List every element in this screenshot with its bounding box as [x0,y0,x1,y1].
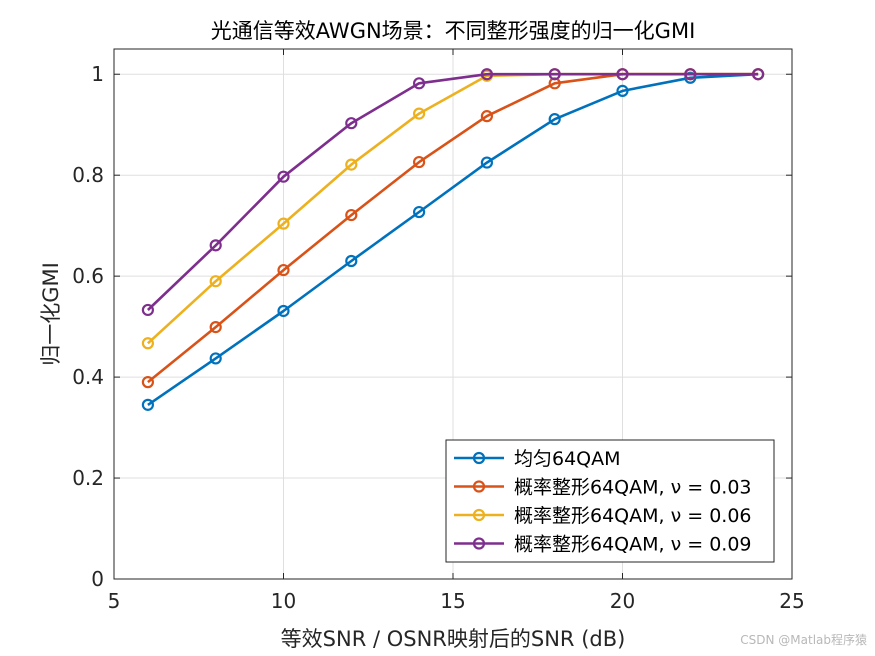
x-tick-label: 25 [779,589,804,613]
data-point [209,352,222,365]
data-point [345,208,358,222]
y-tick-label: 0.6 [72,264,104,288]
legend-item: 均匀64QAM [454,448,621,470]
legend-box [445,439,775,563]
data-point [684,71,697,84]
x-tick-label: 15 [440,589,465,613]
legend-swatch-marker [472,508,486,522]
data-point [413,107,426,120]
data-point [345,254,358,268]
data-point [277,263,290,277]
data-point [277,170,290,183]
data-point [209,321,222,334]
data-point [413,77,426,90]
series-line [147,72,759,311]
data-point [751,68,765,81]
data-point [141,398,154,411]
y-tick-label: 0.4 [72,365,104,389]
data-point [616,84,629,97]
data-point [277,217,290,230]
legend-label: 均匀64QAM [514,448,621,470]
legend-swatch-marker [472,451,486,465]
y-tick-label: 0.8 [72,163,104,187]
data-point [141,376,154,389]
legend-label: 概率整形64QAM, ν = 0.06 [514,505,752,527]
data-point [209,275,222,288]
legend: 均匀64QAM 概率整形64QAM, ν = 0.03 概率整形64QAM, ν =… [445,439,775,563]
series-line [147,72,759,406]
y-tick-label: 0.2 [72,466,104,490]
data-point [548,113,561,126]
data-point [345,117,358,130]
legend-label: 概率整形64QAM, ν = 0.03 [514,477,752,499]
data-point [141,337,154,350]
data-point [616,68,629,81]
x-tick-label: 5 [108,589,121,613]
legend-swatch-marker [472,537,486,550]
x-tick-label: 10 [271,589,296,613]
axis-ticks: 5 10 15 20 25 0 0.2 0.4 0.6 0.8 1 [72,49,805,613]
data-point [209,239,222,252]
y-tick-label: 0 [91,567,104,591]
x-tick-label: 20 [610,589,635,613]
data-point [141,303,154,317]
legend-swatch-marker [472,480,486,493]
data-point [413,155,426,169]
data-point [684,68,697,81]
data-point [345,158,358,171]
y-axis-label: 归一化GMI [39,262,63,366]
watermark: CSDN @Matlab程序猿 [740,633,867,647]
legend-label: 概率整形64QAM, ν = 0.09 [514,534,752,556]
data-point [413,205,426,219]
data-point [480,68,493,81]
legend-item: 概率整形64QAM, ν = 0.03 [454,477,752,499]
y-tick-label: 1 [91,62,104,86]
data-point [277,304,290,318]
data-point [548,68,561,81]
data-point [480,156,493,169]
legend-item: 概率整形64QAM, ν = 0.06 [454,505,752,527]
data-point [480,110,493,123]
series-4 [141,68,765,317]
chart-title: 光通信等效AWGN场景：不同整形强度的归一化GMI [211,19,696,43]
series-layer [141,68,765,411]
legend-item: 概率整形64QAM, ν = 0.09 [454,534,752,556]
x-axis-label: 等效SNR / OSNR映射后的SNR (dB) [281,627,626,651]
